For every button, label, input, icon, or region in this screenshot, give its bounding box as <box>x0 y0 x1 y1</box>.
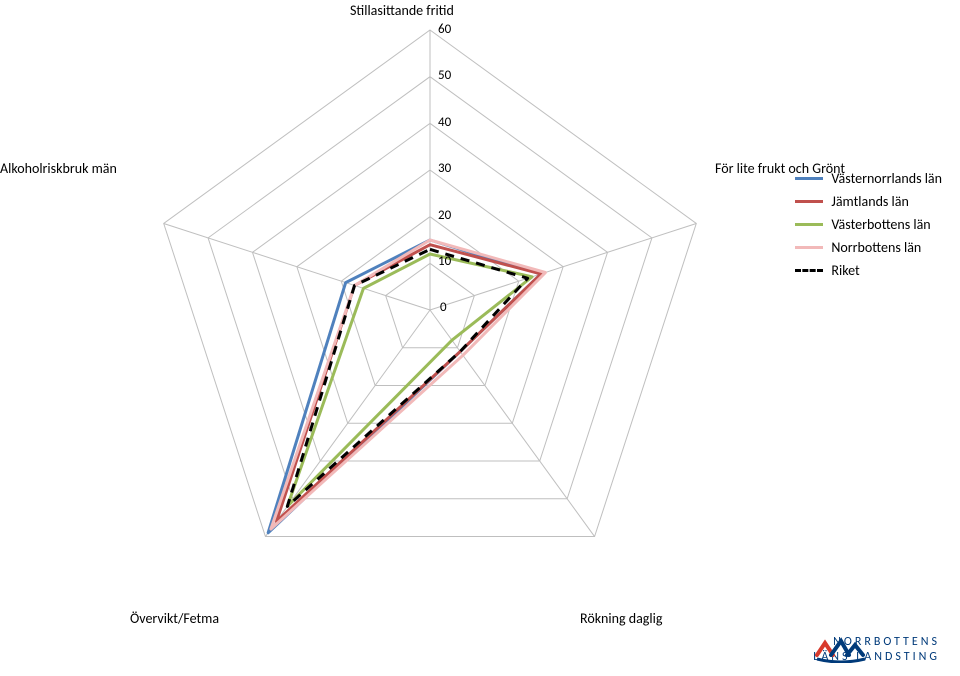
legend-swatch <box>795 246 823 249</box>
legend-label: Jämtlands län <box>831 193 908 210</box>
legend-swatch <box>795 200 823 203</box>
tick-60: 60 <box>438 22 451 37</box>
legend-label: Västerbottens län <box>831 216 930 233</box>
tick-30: 30 <box>438 161 451 176</box>
legend-item: Västernorrlands län <box>795 170 942 187</box>
axis-label-rokning: Rökning daglig <box>580 610 662 627</box>
tick-20: 20 <box>438 208 451 223</box>
axis-label-overvikt: Övervikt/Fetma <box>130 610 219 627</box>
legend-item: Norrbottens län <box>795 239 942 256</box>
radar-chart <box>0 0 960 676</box>
legend-item: Riket <box>795 262 942 279</box>
legend-swatch <box>795 223 823 226</box>
chart-legend: Västernorrlands län Jämtlands län Väster… <box>795 170 942 285</box>
legend-item: Jämtlands län <box>795 193 942 210</box>
legend-label: Riket <box>831 262 859 279</box>
logo-mark-icon <box>813 635 869 663</box>
tick-40: 40 <box>438 115 451 130</box>
norrbottens-logo: NORRBOTTENS LÄNS LANDSTING <box>813 635 940 664</box>
legend-swatch <box>795 177 823 180</box>
tick-0: 0 <box>440 300 447 315</box>
axis-label-alkohol: Alkoholriskbruk män <box>0 160 117 177</box>
legend-item: Västerbottens län <box>795 216 942 233</box>
legend-label: Västernorrlands län <box>831 170 942 187</box>
legend-label: Norrbottens län <box>831 239 921 256</box>
tick-10: 10 <box>438 254 451 269</box>
legend-swatch <box>795 269 823 272</box>
tick-50: 50 <box>438 68 451 83</box>
axis-label-stillasittande: Stillasittande fritid <box>350 2 454 19</box>
